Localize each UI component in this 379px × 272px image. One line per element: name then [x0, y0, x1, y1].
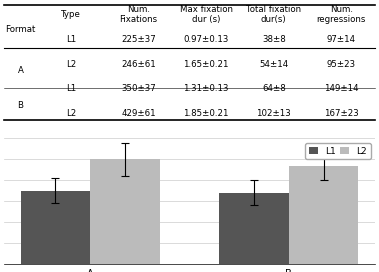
Legend: L1, L2: L1, L2	[305, 143, 371, 159]
Bar	[21, 191, 90, 264]
Bar	[90, 159, 160, 264]
Bar	[219, 193, 289, 264]
Text: Format: Format	[5, 25, 36, 34]
Text: A: A	[17, 66, 23, 75]
Bar	[289, 166, 358, 264]
Text: B: B	[17, 101, 23, 110]
